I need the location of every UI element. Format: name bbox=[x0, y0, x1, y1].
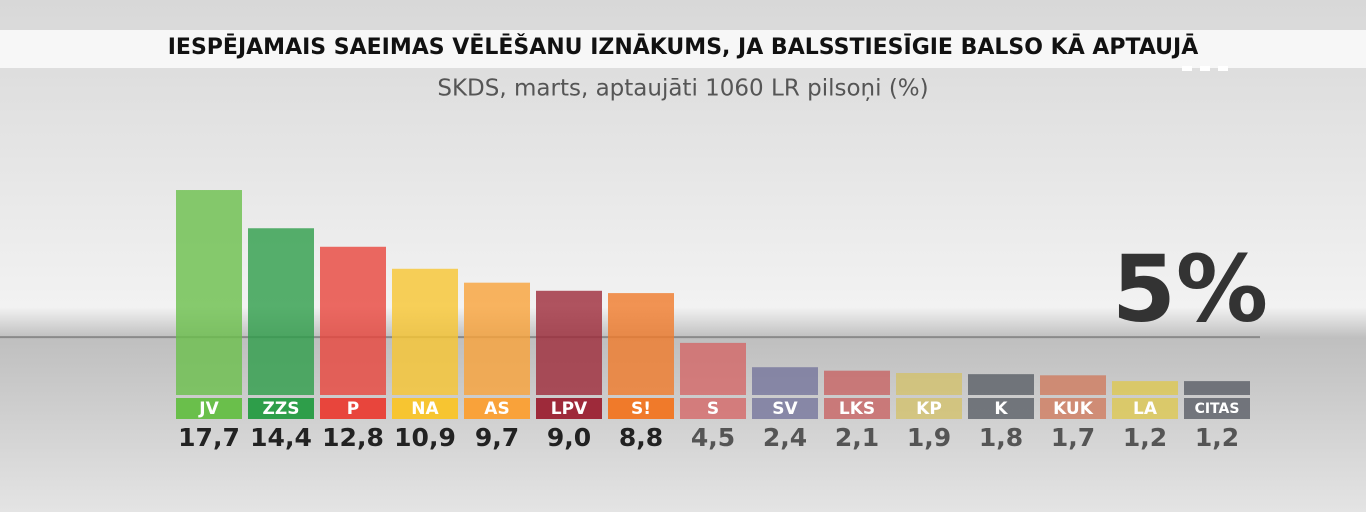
dot bbox=[1182, 66, 1192, 71]
bar bbox=[392, 268, 458, 395]
category-label: LA bbox=[1133, 399, 1158, 419]
value-label: 1,2 bbox=[1195, 423, 1239, 452]
category-label: NA bbox=[411, 399, 439, 419]
label-strip bbox=[176, 398, 242, 419]
category-label: CITAS bbox=[1195, 401, 1240, 417]
threshold-label: 5% bbox=[1112, 235, 1268, 342]
category-label: ZZS bbox=[263, 399, 300, 419]
label-strip bbox=[536, 398, 602, 419]
label-strip bbox=[752, 398, 818, 419]
label-strip bbox=[608, 398, 674, 419]
label-strip bbox=[1112, 398, 1178, 419]
label-strip bbox=[680, 398, 746, 419]
label-strip bbox=[1184, 398, 1250, 419]
bar bbox=[320, 246, 386, 395]
value-label: 17,7 bbox=[178, 423, 240, 452]
value-label: 2,4 bbox=[763, 423, 807, 452]
category-label: JV bbox=[198, 399, 219, 419]
category-label: S! bbox=[631, 399, 651, 419]
bar bbox=[896, 372, 962, 395]
label-strip bbox=[1040, 398, 1106, 419]
category-label: AS bbox=[484, 399, 509, 419]
label-strip bbox=[824, 398, 890, 419]
bar bbox=[968, 374, 1034, 395]
value-label: 1,8 bbox=[979, 423, 1023, 452]
category-label: KUK bbox=[1053, 399, 1094, 419]
value-label: 1,9 bbox=[907, 423, 951, 452]
label-strip bbox=[392, 398, 458, 419]
value-label: 4,5 bbox=[691, 423, 735, 452]
category-label: SV bbox=[772, 399, 798, 419]
label-strip bbox=[320, 398, 386, 419]
category-label: LKS bbox=[839, 399, 875, 419]
value-label: 12,8 bbox=[322, 423, 384, 452]
label-strip bbox=[968, 398, 1034, 419]
bar bbox=[1112, 381, 1178, 395]
bar bbox=[176, 190, 242, 395]
value-label: 1,7 bbox=[1051, 423, 1095, 452]
category-label: K bbox=[994, 399, 1008, 419]
value-label: 9,0 bbox=[547, 423, 591, 452]
category-label: LPV bbox=[551, 399, 588, 419]
category-label: P bbox=[347, 399, 359, 419]
chart-subtitle: SKDS, marts, aptaujāti 1060 LR pilsoņi (… bbox=[437, 76, 928, 102]
value-label: 14,4 bbox=[250, 423, 312, 452]
category-label: KP bbox=[916, 399, 942, 419]
bar bbox=[680, 342, 746, 395]
dot bbox=[1200, 66, 1210, 71]
label-strip bbox=[248, 398, 314, 419]
label-strip bbox=[896, 398, 962, 419]
bar bbox=[248, 228, 314, 395]
value-label: 9,7 bbox=[475, 423, 519, 452]
bar bbox=[1184, 381, 1250, 395]
dot bbox=[1218, 66, 1228, 71]
bar bbox=[536, 290, 602, 395]
bar bbox=[824, 370, 890, 395]
value-label: 8,8 bbox=[619, 423, 663, 452]
bar bbox=[464, 282, 530, 395]
value-label: 1,2 bbox=[1123, 423, 1167, 452]
category-label: S bbox=[707, 399, 719, 419]
title-strip bbox=[0, 30, 1366, 68]
chart-title: IESPĒJAMAIS SAEIMAS VĒLĒŠANU IZNĀKUMS, J… bbox=[168, 34, 1199, 60]
bar bbox=[1040, 375, 1106, 395]
label-strip bbox=[464, 398, 530, 419]
value-label: 2,1 bbox=[835, 423, 879, 452]
bar bbox=[752, 367, 818, 395]
bar bbox=[608, 293, 674, 395]
value-label: 10,9 bbox=[394, 423, 456, 452]
